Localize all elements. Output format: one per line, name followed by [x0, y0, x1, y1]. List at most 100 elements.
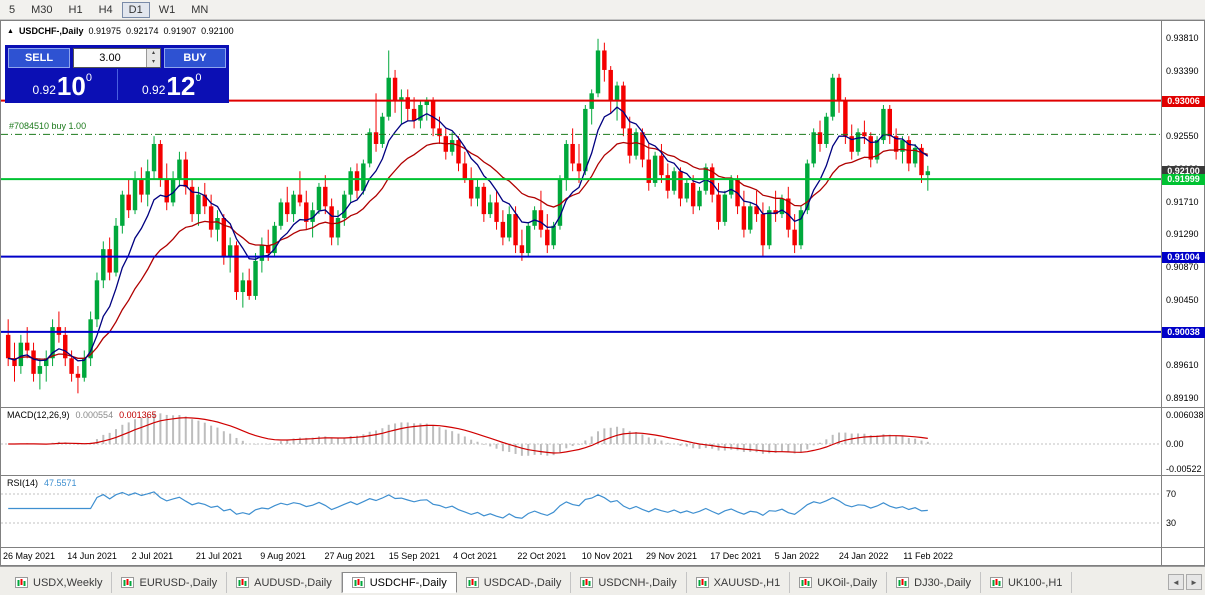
timeframe-button-mn[interactable]: MN [191, 3, 209, 16]
chart-tab-icon [351, 577, 365, 588]
chart-tab-icon [799, 577, 813, 588]
volume-down-icon[interactable]: ▾ [147, 58, 160, 67]
date-axis-label: 10 Nov 2021 [581, 551, 633, 561]
chart-symbol-title: USDCHF-,Daily [18, 26, 84, 36]
ohlc-open: 0.91975 [88, 26, 121, 36]
price-tag: 0.93006 [1162, 95, 1205, 107]
volume-stepper: ▴ ▾ [146, 49, 160, 67]
macd-header: MACD(12,26,9) 0.000554 0.001365 [7, 410, 157, 420]
sell-button[interactable]: SELL [8, 48, 70, 68]
date-axis-label: 11 Feb 2022 [903, 551, 954, 561]
date-axis-label: 21 Jul 2021 [195, 551, 243, 561]
price-tag: 0.92100 [1162, 166, 1205, 178]
rsi-axis-label: 70 [1166, 489, 1177, 499]
tab-strip: USDX,Weekly EURUSD-,Daily AUDUSD-,Daily USD… [6, 572, 1073, 593]
panel-separator[interactable] [1, 407, 1204, 408]
ask-pip-digit: 0 [195, 72, 202, 84]
chart-tab-icon [695, 577, 709, 588]
price-tag: 0.91999 [1162, 174, 1205, 186]
buy-button[interactable]: BUY [164, 48, 226, 68]
volume-value[interactable]: 3.00 [99, 52, 121, 64]
chart-tab-label: EURUSD-,Daily [139, 576, 218, 589]
rsi-value: 47.5571 [44, 478, 77, 488]
bid-prefix: 0.92 [32, 83, 56, 97]
chart-tab-usdcad-daily[interactable]: USDCAD-,Daily [457, 572, 572, 593]
price-tag: 0.91004 [1162, 251, 1205, 263]
price-axis-label: 0.93390 [1166, 65, 1199, 76]
macd-title: MACD(12,26,9) [7, 410, 70, 420]
rsi-title: RSI(14) [7, 478, 39, 488]
chart-tab-xauusd-h1[interactable]: XAUUSD-,H1 [687, 572, 791, 593]
ohlc-low: 0.91907 [163, 26, 197, 36]
date-axis-label: 24 Jan 2022 [838, 551, 889, 561]
chart-tab-label: AUDUSD-,Daily [254, 576, 332, 589]
volume-up-icon[interactable]: ▴ [147, 49, 160, 58]
chart-tab-eurusd-daily[interactable]: EURUSD-,Daily [112, 572, 228, 593]
price-axis-label: 0.91710 [1166, 196, 1199, 207]
date-axis-label: 14 Jun 2021 [67, 551, 117, 561]
tabs-scroll-left-button[interactable]: ◄ [1168, 574, 1184, 590]
bid-pip-digit: 0 [85, 72, 92, 84]
price-axis-label: 0.91290 [1166, 229, 1199, 240]
rsi-header: RSI(14) 47.5571 [7, 478, 77, 488]
date-axis[interactable]: 26 May 2021 14 Jun 2021 2 Jul 2021 21 Jul 2… [1, 547, 1204, 565]
ohlc-close: 0.92100 [201, 26, 234, 36]
volume-input[interactable]: 3.00 ▴ ▾ [73, 48, 161, 68]
position-line-label: #7084510 buy 1.00 [9, 121, 87, 132]
chart-tab-usdcnh-daily[interactable]: USDCNH-,Daily [571, 572, 687, 593]
price-axis-label: 0.90450 [1166, 294, 1199, 305]
chart-tab-label: UKOil-,Daily [817, 576, 878, 589]
chart-tab-audusd-daily[interactable]: AUDUSD-,Daily [227, 572, 342, 593]
chart-tab-label: USDCHF-,Daily [369, 576, 447, 589]
chart-ohlc-header: ▲ USDCHF-,Daily 0.91975 0.92174 0.91907 … [7, 26, 234, 36]
date-axis-label: 27 Aug 2021 [324, 551, 376, 561]
tab-scroll-controls: ◄ ► [1168, 574, 1202, 590]
timeframe-button-5[interactable]: 5 [9, 3, 16, 16]
price-axis-label: 0.90870 [1166, 262, 1199, 273]
timeframe-button-h1[interactable]: H1 [68, 3, 83, 16]
date-axis-label: 17 Dec 2021 [710, 551, 762, 561]
chart-tab-label: USDX,Weekly [33, 576, 103, 589]
chart-tab-icon [896, 577, 910, 588]
ask-big-digits: 12 [166, 71, 196, 101]
date-axis-label: 2 Jul 2021 [131, 551, 174, 561]
chart-tab-usdchf-daily[interactable]: USDCHF-,Daily [341, 572, 457, 593]
chart-tab-bar: USDX,Weekly EURUSD-,Daily AUDUSD-,Daily USD… [0, 566, 1205, 595]
chart-tab-label: XAUUSD-,H1 [713, 576, 781, 589]
macd-axis-label: 0.00 [1166, 438, 1184, 449]
price-axis-label: 0.93810 [1166, 33, 1199, 43]
rsi-axis-label: 30 [1166, 518, 1177, 528]
timeframe-button-h4[interactable]: H4 [98, 3, 113, 16]
chart-tab-icon [465, 577, 479, 588]
price-axis-label: 0.89610 [1166, 360, 1199, 371]
date-axis-label: 26 May 2021 [3, 551, 56, 561]
tabs-scroll-right-button[interactable]: ► [1186, 574, 1202, 590]
chart-tab-label: UK100-,H1 [1007, 576, 1063, 589]
chart-tab-ukoil-daily[interactable]: UKOil-,Daily [790, 572, 888, 593]
ohlc-high: 0.92174 [126, 26, 159, 36]
chart-tab-icon [15, 577, 28, 588]
price-axis-label: 0.89190 [1166, 393, 1199, 403]
macd-main-value: 0.000554 [75, 410, 114, 420]
bid-big-digits: 10 [56, 71, 86, 101]
timeframe-button-d1[interactable]: D1 [121, 1, 150, 18]
chart-tab-icon [121, 577, 135, 588]
timeframe-button-w1[interactable]: W1 [158, 3, 176, 16]
chart-tab-usdx-weekly[interactable]: USDX,Weekly [6, 572, 113, 593]
timeframe-button-m30[interactable]: M30 [31, 3, 53, 16]
one-click-trading-panel: SELL 3.00 ▴ ▾ BUY 0.92 10 0 0.92 12 0 [5, 45, 229, 103]
date-axis-label: 9 Aug 2021 [260, 551, 306, 561]
date-axis-label: 4 Oct 2021 [453, 551, 498, 561]
macd-axis-label: 0.006038 [1166, 410, 1204, 420]
macd-panel-canvas[interactable] [1, 407, 1161, 475]
panel-separator[interactable] [1, 475, 1204, 476]
price-axis-label: 0.92550 [1166, 131, 1199, 142]
macd-axis-label: -0.00522 [1166, 464, 1202, 474]
timeframe-toolbar: 5 M30 H1 H4 D1 W1 MN [0, 0, 1205, 20]
rsi-panel-canvas[interactable] [1, 475, 1161, 547]
date-axis-label: 22 Oct 2021 [517, 551, 567, 561]
chart-tab-uk100-h1[interactable]: UK100-,H1 [981, 572, 1073, 593]
collapse-chart-icon[interactable]: ▲ [7, 27, 14, 35]
chart-tab-dj30-daily[interactable]: DJ30-,Daily [887, 572, 981, 593]
price-axis[interactable]: 0.938100.933900.929700.925500.921300.917… [1161, 21, 1205, 565]
